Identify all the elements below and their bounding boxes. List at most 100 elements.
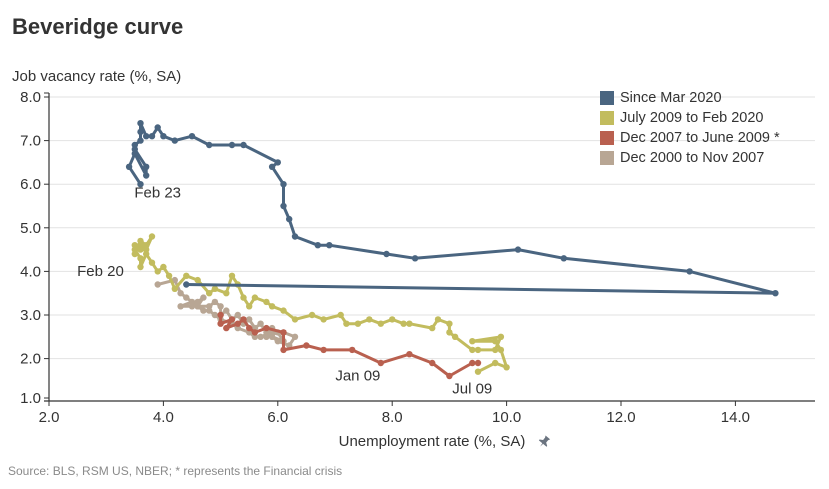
data-point [228, 316, 236, 323]
data-point [177, 303, 184, 310]
annotation-label: Jul 09 [452, 380, 492, 397]
data-point [308, 311, 316, 319]
data-point [246, 324, 253, 332]
data-point [377, 320, 384, 327]
legend-swatch [600, 131, 614, 145]
data-point [474, 359, 482, 367]
data-point [268, 163, 276, 170]
data-point [337, 311, 344, 319]
data-point [492, 359, 499, 367]
x-axis-label: Unemployment rate (%, SA) [339, 433, 526, 450]
data-point [143, 250, 150, 258]
data-point [772, 290, 779, 297]
data-point [268, 333, 276, 340]
data-point [131, 242, 138, 249]
data-point [492, 338, 499, 345]
data-point [131, 250, 138, 258]
data-point [326, 242, 333, 249]
data-point [223, 324, 230, 332]
data-point [349, 346, 356, 354]
data-point [429, 359, 436, 367]
legend: Since Mar 2020 July 2009 to Feb 2020 Dec… [600, 88, 780, 168]
data-point [343, 320, 350, 327]
data-point [469, 359, 476, 367]
data-point [291, 333, 299, 340]
data-point [474, 368, 482, 375]
data-point [194, 276, 201, 284]
legend-item[interactable]: Dec 2000 to Nov 2007 [600, 148, 780, 168]
data-point [263, 333, 270, 340]
legend-item[interactable]: July 2009 to Feb 2020 [600, 108, 780, 128]
data-point [143, 172, 150, 179]
data-point [366, 316, 373, 323]
series-group [125, 120, 779, 380]
legend-label: Dec 2007 to June 2009 * [620, 130, 780, 146]
data-point [251, 329, 259, 336]
data-point [263, 324, 270, 332]
data-point [125, 163, 133, 170]
data-point [246, 303, 253, 310]
data-point [303, 342, 310, 349]
pin-icon[interactable] [536, 434, 551, 450]
legend-item[interactable]: Dec 2007 to June 2009 * [600, 128, 780, 148]
data-point [263, 298, 270, 306]
x-tick-label: 4.0 [153, 409, 174, 426]
data-point [206, 307, 213, 314]
data-point [194, 303, 201, 310]
data-point [446, 320, 453, 327]
data-point [280, 329, 287, 336]
data-point [274, 338, 281, 345]
data-point [206, 141, 213, 149]
legend-item[interactable]: Since Mar 2020 [600, 88, 780, 108]
data-point [240, 141, 247, 149]
series-july-2009-to-feb-2020 [131, 233, 510, 375]
data-point [131, 246, 138, 253]
tick-labels: 1.0 2.0 3.0 4.0 5.0 6.0 7.0 8.0 2.0 4.0 6.0 8.0 10.0… [20, 89, 750, 426]
data-point [160, 133, 167, 140]
x-tick-label: 12.0 [606, 409, 635, 426]
data-point [389, 316, 396, 323]
data-point [497, 333, 505, 340]
data-point [194, 298, 201, 306]
data-point [492, 346, 499, 354]
data-point [514, 246, 522, 253]
data-point [257, 320, 264, 327]
data-point [406, 320, 413, 327]
data-point [228, 141, 236, 149]
data-point [434, 316, 442, 323]
data-point [137, 263, 144, 271]
data-point [503, 364, 510, 371]
data-point [291, 316, 299, 323]
data-point [143, 163, 150, 170]
x-tick-label: 8.0 [382, 409, 403, 426]
data-point [280, 202, 287, 210]
data-point [411, 255, 419, 262]
series-dec-2007-to-june-2009 [217, 311, 482, 380]
data-point [200, 307, 207, 314]
data-point [211, 285, 219, 292]
data-point [280, 307, 287, 314]
y-tick-label: 1.0 [20, 390, 41, 407]
data-point [320, 316, 327, 323]
data-point [154, 281, 161, 288]
legend-swatch [600, 111, 614, 125]
data-point [177, 290, 184, 297]
data-point [148, 233, 156, 240]
annotations: Feb 23 Feb 20 Jan 09 Jul 09 [77, 184, 492, 397]
data-point [314, 242, 321, 249]
data-point [137, 255, 144, 262]
data-point [211, 298, 219, 306]
data-point [469, 338, 476, 345]
data-point [268, 303, 276, 310]
data-point [154, 124, 161, 131]
data-point [234, 311, 241, 319]
data-point [286, 215, 293, 223]
data-point [686, 268, 693, 275]
data-point [143, 242, 150, 249]
data-point [137, 246, 144, 253]
data-point [171, 285, 178, 292]
data-point [217, 320, 224, 327]
data-point [137, 120, 144, 127]
data-point [148, 259, 156, 266]
data-point [131, 150, 138, 157]
